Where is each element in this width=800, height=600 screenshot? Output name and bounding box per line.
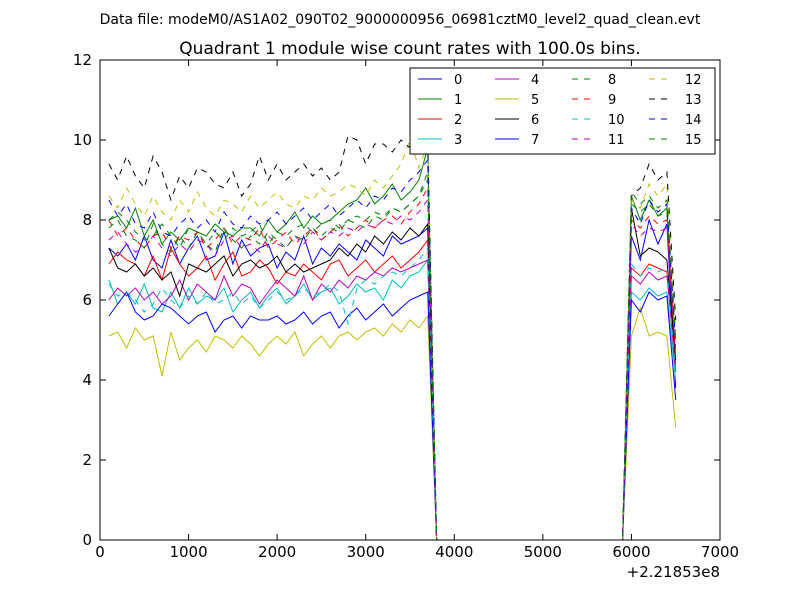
legend-label-7: 7 [531,133,539,148]
x-tick-label: 1000 [169,543,207,561]
series-line-0 [108,218,677,540]
x-axis-offset-label: +2.21853e8 [627,563,720,581]
legend-label-4: 4 [531,73,539,88]
y-tick-label: 6 [82,291,92,309]
x-tick-label: 6000 [612,543,650,561]
chart-title: Quadrant 1 module wise count rates with … [179,39,640,59]
legend-label-1: 1 [454,93,462,108]
series-line-10 [108,246,677,540]
series-line-3 [108,258,677,540]
y-tick-label: 10 [73,131,92,149]
series-line-11 [108,198,677,540]
series-layer [108,131,677,540]
legend-label-14: 14 [685,113,702,128]
series-line-13 [108,131,677,540]
x-tick-label: 3000 [347,543,385,561]
legend-label-3: 3 [454,133,462,148]
y-tick-label: 0 [82,531,92,549]
legend-box [409,67,716,155]
y-tick-label: 8 [82,211,92,229]
legend-label-8: 8 [608,73,616,88]
x-tick-label: 2000 [258,543,296,561]
series-line-12 [108,138,677,540]
series-line-5 [108,306,677,540]
series-line-14 [108,158,677,540]
legend-label-13: 13 [685,93,702,108]
series-line-4 [108,259,677,540]
x-tick-label: 0 [95,543,105,561]
x-tick-label: 4000 [435,543,473,561]
series-line-1 [108,147,677,540]
figure-suptitle: Data file: modeM0/AS1A02_090T02_90000009… [100,12,701,28]
series-line-15 [108,178,677,540]
legend-label-15: 15 [685,133,702,148]
legend-label-11: 11 [608,133,625,148]
legend-label-5: 5 [531,93,539,108]
series-line-9 [108,186,677,540]
x-tick-label: 7000 [701,543,739,561]
legend-label-9: 9 [608,93,616,108]
legend-label-6: 6 [531,113,539,128]
legend-label-12: 12 [685,73,702,88]
series-line-2 [108,238,677,540]
y-tick-label: 12 [73,51,92,69]
x-axis-ticks: 0 1000 2000 3000 4000 5000 6000 7000 [95,60,739,561]
x-tick-label: 5000 [524,543,562,561]
series-line-7 [108,291,677,540]
legend-label-2: 2 [454,113,462,128]
y-tick-label: 4 [82,371,92,389]
series-line-6 [108,207,677,540]
y-tick-label: 2 [82,451,92,469]
legend-label-10: 10 [608,113,625,128]
legend-label-0: 0 [454,73,462,88]
